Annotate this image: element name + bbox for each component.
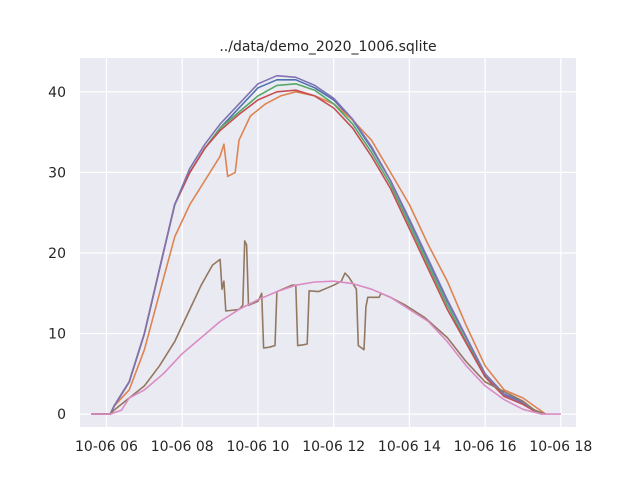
x-tick-label: 10-06 10 <box>226 439 289 455</box>
y-axis-ticks: 0 10 20 30 40 <box>48 85 66 423</box>
x-tick-label: 10-06 08 <box>151 439 214 455</box>
series-group <box>91 74 561 415</box>
x-tick-label: 10-06 18 <box>529 439 592 455</box>
x-axis-ticks: 10-06 06 10-06 08 10-06 10 10-06 12 10-06 14… <box>75 439 592 455</box>
y-tick-label: 20 <box>48 246 66 262</box>
x-tick-label: 10-06 14 <box>378 439 441 455</box>
series-line-2 <box>91 91 547 415</box>
y-tick-label: 30 <box>48 165 66 181</box>
plot-area <box>80 58 576 427</box>
y-tick-label: 10 <box>48 327 66 343</box>
y-tick-label: 40 <box>48 85 66 101</box>
x-tick-label: 10-06 06 <box>75 439 138 455</box>
x-tick-label: 10-06 16 <box>454 439 517 455</box>
series-line-5 <box>91 74 543 415</box>
y-tick-label: 0 <box>57 407 66 423</box>
x-tick-label: 10-06 12 <box>302 439 365 455</box>
chart-title: ../data/demo_2020_1006.sqlite <box>219 39 436 55</box>
series-line-7 <box>91 280 561 415</box>
